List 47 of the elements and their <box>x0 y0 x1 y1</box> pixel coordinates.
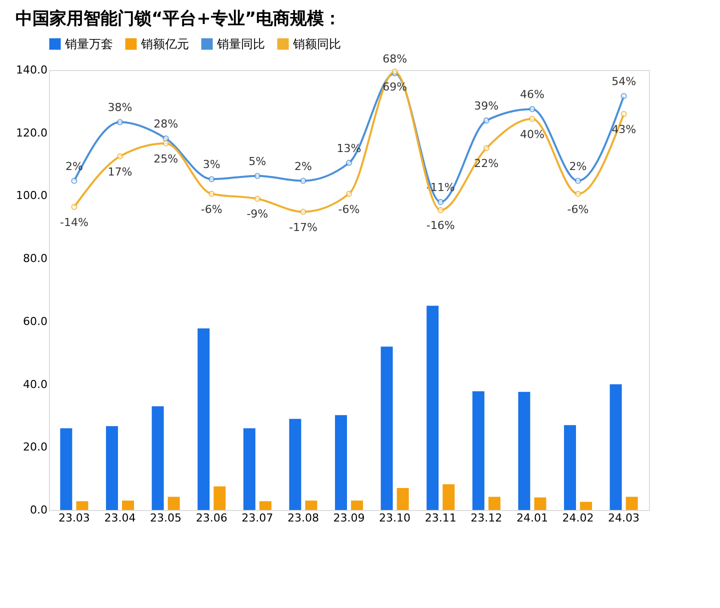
data-label: 2% <box>294 160 312 173</box>
data-label: -6% <box>200 202 222 216</box>
y-tick-label: 20.0 <box>23 440 48 454</box>
x-tick-label: 24.01 <box>516 512 548 524</box>
data-label: 2% <box>569 160 587 173</box>
x-tick-label: 23.05 <box>150 512 182 524</box>
data-label: -9% <box>246 208 268 221</box>
data-label: 54% <box>612 75 636 88</box>
x-tick-label: 23.08 <box>287 512 319 524</box>
x-tick-label: 23.06 <box>196 512 228 524</box>
data-label: -14% <box>60 216 88 229</box>
data-label: 38% <box>108 101 132 114</box>
legend-label: 销额亿元 <box>140 37 189 51</box>
y-tick-label: 80.0 <box>23 252 48 266</box>
data-label: -6% <box>338 202 360 216</box>
data-label: 5% <box>248 154 266 168</box>
data-label: 40% <box>520 128 544 141</box>
x-tick-label: 23.04 <box>104 512 136 524</box>
data-label: 17% <box>108 165 132 178</box>
x-tick-label: 23.11 <box>424 512 456 524</box>
data-label: -16% <box>426 219 455 232</box>
data-label: 46% <box>520 88 544 102</box>
chart-title: 中国家用智能门锁“平台+专业”电商规模： <box>16 9 342 29</box>
legend-label: 销额同比 <box>292 37 341 51</box>
data-label: 25% <box>154 152 178 166</box>
y-tick-label: 0.0 <box>30 504 48 516</box>
y-tick-label: 40.0 <box>23 378 48 391</box>
y-tick-label: 60.0 <box>23 314 48 328</box>
x-tick-label: 23.09 <box>333 512 365 524</box>
x-tick-label: 23.07 <box>242 512 274 524</box>
legend-label: 销量万套 <box>64 37 113 51</box>
data-label: -6% <box>567 202 589 216</box>
data-label: 3% <box>202 158 220 172</box>
x-tick-label: 23.12 <box>470 512 502 524</box>
y-tick-label: 120.0 <box>16 126 48 140</box>
y-tick-label: 140.0 <box>16 64 48 76</box>
x-tick-label: 24.02 <box>562 512 594 524</box>
data-label: -17% <box>288 220 318 234</box>
x-tick-label: 23.10 <box>379 512 411 524</box>
legend-label: 销量同比 <box>216 37 265 51</box>
data-label: 22% <box>474 157 499 170</box>
data-label: 28% <box>154 117 178 130</box>
data-label: 39% <box>474 100 499 113</box>
y-tick-label: 100.0 <box>16 189 48 202</box>
x-tick-label: 23.03 <box>58 512 90 524</box>
x-tick-label: 24.03 <box>608 512 640 524</box>
data-label: 68% <box>382 52 408 66</box>
